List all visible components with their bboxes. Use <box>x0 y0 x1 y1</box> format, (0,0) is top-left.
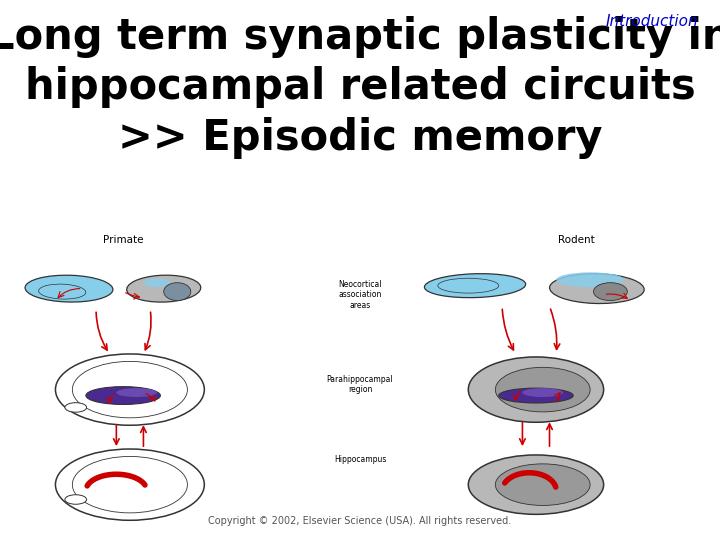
Text: Long term synaptic plasticity in
hippocampal related circuits
>> Episodic memory: Long term synaptic plasticity in hippoca… <box>0 16 720 159</box>
Text: Copyright © 2002, Elsevier Science (USA). All rights reserved.: Copyright © 2002, Elsevier Science (USA)… <box>208 516 512 526</box>
Ellipse shape <box>25 275 113 302</box>
Ellipse shape <box>55 354 204 426</box>
Ellipse shape <box>495 464 590 505</box>
Text: Rodent: Rodent <box>558 235 595 245</box>
Ellipse shape <box>468 357 603 422</box>
Text: Hippocampus: Hippocampus <box>334 455 386 464</box>
Ellipse shape <box>55 449 204 521</box>
Text: Primate: Primate <box>103 235 143 245</box>
Text: Introduction: Introduction <box>606 14 698 29</box>
Text: Neocortical
association
areas: Neocortical association areas <box>338 280 382 309</box>
Ellipse shape <box>127 275 201 302</box>
Ellipse shape <box>163 282 191 300</box>
Ellipse shape <box>549 274 644 303</box>
Ellipse shape <box>86 387 161 404</box>
Ellipse shape <box>468 455 603 514</box>
Ellipse shape <box>143 278 171 287</box>
Ellipse shape <box>495 367 590 412</box>
Ellipse shape <box>593 282 627 300</box>
Text: Parahippocampal
region: Parahippocampal region <box>327 375 393 394</box>
Ellipse shape <box>499 388 573 403</box>
Circle shape <box>65 495 86 504</box>
Ellipse shape <box>424 274 526 298</box>
Ellipse shape <box>523 388 563 397</box>
Circle shape <box>65 403 86 412</box>
Ellipse shape <box>117 388 157 397</box>
Ellipse shape <box>557 272 624 287</box>
